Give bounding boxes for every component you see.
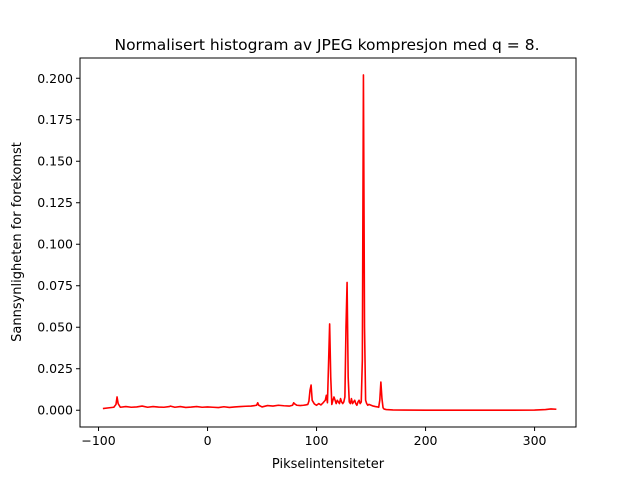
axes-frame: [79, 57, 577, 428]
y-axis-label: Sannsynligheten for forekomst: [10, 142, 25, 342]
x-axis-ticks: −100 0 100 200 300: [81, 427, 547, 448]
y-tick-label: 0.075: [37, 278, 73, 293]
histogram-series-line: [102, 74, 557, 412]
plot-area: [102, 74, 557, 412]
x-tick-label: 300: [523, 433, 547, 448]
x-tick-label: 100: [305, 433, 329, 448]
y-tick-label: 0.175: [37, 112, 73, 127]
y-tick-label: 0.000: [37, 403, 73, 418]
y-axis-ticks: 0.000 0.025 0.050 0.075 0.100 0.125 0.150 0.175…: [37, 71, 80, 418]
y-tick-label: 0.050: [37, 320, 73, 335]
x-tick-label: 200: [414, 433, 438, 448]
x-axis-label: Pikselintensiteter: [272, 457, 385, 472]
y-tick-label: 0.100: [37, 237, 73, 252]
x-tick-label: −100: [81, 433, 115, 448]
chart-title: Normalisert histogram av JPEG kompresjon…: [114, 36, 539, 54]
y-tick-label: 0.200: [37, 71, 73, 86]
y-tick-label: 0.150: [37, 154, 73, 169]
y-tick-label: 0.025: [37, 361, 73, 376]
x-tick-label: 0: [204, 433, 212, 448]
y-tick-label: 0.125: [37, 195, 73, 210]
